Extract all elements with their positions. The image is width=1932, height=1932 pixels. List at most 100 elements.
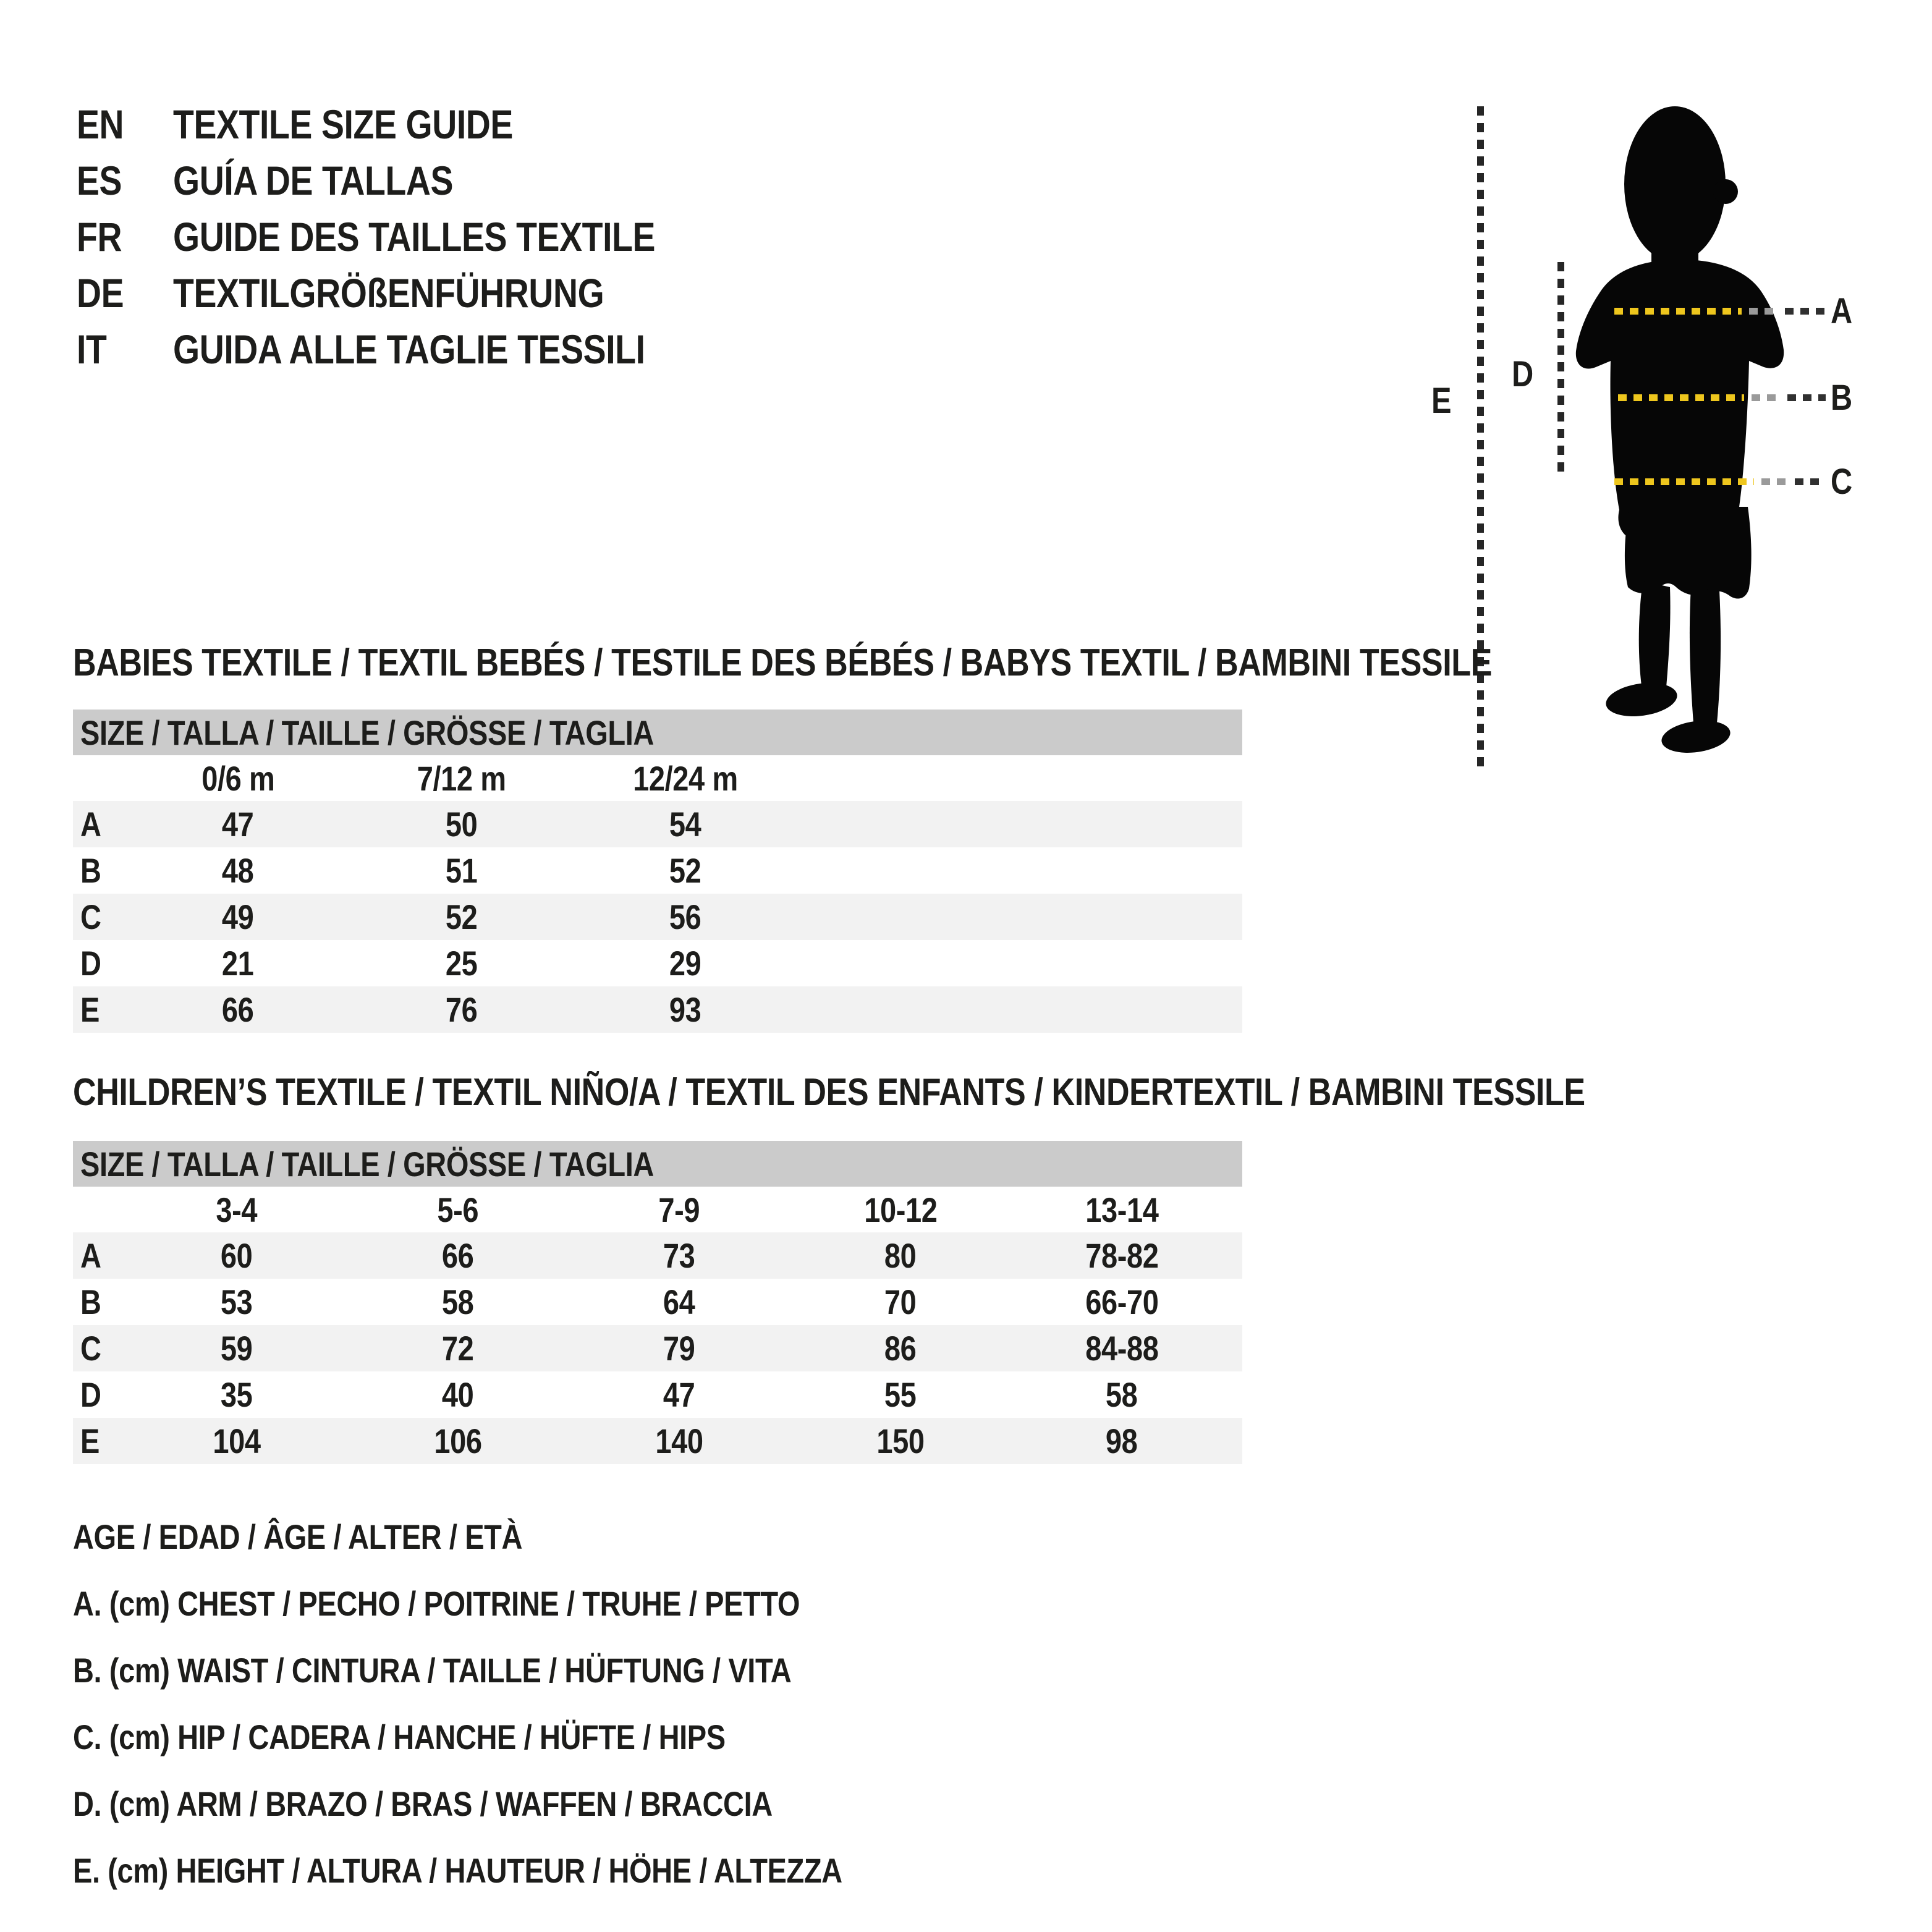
size-value-text: 66 — [442, 1236, 474, 1275]
table-row: C 49 52 56 — [73, 894, 1242, 940]
row-label: B — [80, 1282, 126, 1322]
size-value-text: 72 — [442, 1329, 474, 1368]
row-label: E — [80, 989, 126, 1030]
language-code: IT — [77, 326, 173, 373]
column-header: 0/6 m — [126, 758, 350, 799]
size-value-text: 54 — [669, 805, 701, 844]
row-label: A — [80, 804, 126, 844]
size-value: 58 — [347, 1282, 569, 1322]
size-value-text: 47 — [222, 805, 254, 844]
hip-dash-fade — [1761, 478, 1787, 485]
size-value-text: 150 — [876, 1421, 925, 1460]
size-value: 64 — [569, 1282, 790, 1322]
size-value-text: 25 — [446, 944, 478, 983]
babies-size-header-bar: SIZE / TALLA / TAILLE / GRÖSSE / TAGLIA — [73, 710, 1242, 755]
hip-dash-dark — [1795, 478, 1826, 485]
table-row: D 21 25 29 — [73, 940, 1242, 986]
size-value: 60 — [126, 1235, 347, 1276]
column-header: 5-6 — [347, 1190, 569, 1230]
silhouette-shorts — [1624, 507, 1752, 599]
column-header-text: 0/6 m — [201, 758, 275, 798]
size-value-text: 52 — [669, 851, 701, 890]
size-value: 93 — [574, 989, 797, 1030]
babies-table-body: 0/6 m 7/12 m 12/24 m A 47 50 54 B 48 51 52 C 49 52 56 D… — [73, 755, 1242, 1033]
language-title-text: TEXTILGRÖßENFÜHRUNG — [173, 269, 604, 316]
language-row: DE TEXTILGRÖßENFÜHRUNG — [77, 265, 747, 321]
column-header-text: 13-14 — [1085, 1190, 1159, 1229]
language-title: TEXTILE SIZE GUIDE — [173, 101, 578, 148]
language-code: DE — [77, 269, 173, 316]
size-value: 21 — [126, 943, 350, 983]
size-value: 49 — [126, 897, 350, 937]
column-header: 7/12 m — [350, 758, 574, 799]
row-label-text: C — [80, 1329, 101, 1368]
legend-line-text: E. (cm) HEIGHT / ALTURA / HAUTEUR / HÖHE… — [73, 1850, 842, 1890]
language-row: ES GUÍA DE TALLAS — [77, 152, 747, 208]
language-title: GUIDE DES TAILLES TEXTILE — [173, 213, 747, 260]
language-code-text: EN — [77, 101, 124, 147]
size-value-text: 86 — [884, 1329, 917, 1368]
size-value-text: 106 — [434, 1421, 482, 1460]
size-value: 66 — [347, 1235, 569, 1276]
column-header-row: 0/6 m 7/12 m 12/24 m — [73, 755, 1242, 801]
size-value: 86 — [790, 1328, 1011, 1368]
size-value: 52 — [574, 850, 797, 891]
silhouette-head — [1624, 106, 1726, 262]
legend-line-text: AGE / EDAD / ÂGE / ALTER / ETÀ — [73, 1517, 523, 1556]
size-value: 40 — [347, 1375, 569, 1415]
size-value-text: 70 — [884, 1282, 917, 1321]
table-row: D 35 40 47 55 58 — [73, 1371, 1242, 1418]
size-value: 66-70 — [1011, 1282, 1232, 1322]
size-value: 25 — [350, 943, 574, 983]
size-value: 73 — [569, 1235, 790, 1276]
row-label-text: C — [80, 897, 101, 936]
size-value: 76 — [350, 989, 574, 1030]
size-value: 150 — [790, 1421, 1011, 1461]
language-row: IT GUIDA ALLE TAGLIE TESSILI — [77, 321, 747, 377]
language-title-text: GUÍA DE TALLAS — [173, 157, 454, 203]
size-value-text: 78-82 — [1085, 1236, 1159, 1275]
measurement-legend: AGE / EDAD / ÂGE / ALTER / ETÀ A. (cm) CH… — [73, 1503, 989, 1904]
size-value: 29 — [574, 943, 797, 983]
size-value: 54 — [574, 804, 797, 844]
row-label: B — [80, 850, 126, 891]
children-size-table: SIZE / TALLA / TAILLE / GRÖSSE / TAGLIA … — [73, 1141, 1242, 1464]
column-header-text: 12/24 m — [633, 758, 738, 798]
language-row: FR GUIDE DES TAILLES TEXTILE — [77, 208, 747, 265]
size-value: 79 — [569, 1328, 790, 1368]
size-value: 52 — [350, 897, 574, 937]
table-row: E 104 106 140 150 98 — [73, 1418, 1242, 1464]
chest-label: A — [1831, 290, 1852, 331]
column-header-text: 7-9 — [658, 1190, 700, 1229]
size-value-text: 29 — [669, 944, 701, 983]
size-value: 80 — [790, 1235, 1011, 1276]
row-label: E — [80, 1421, 126, 1461]
legend-line-text: D. (cm) ARM / BRAZO / BRAS / WAFFEN / BR… — [73, 1784, 773, 1823]
row-label-text: A — [80, 805, 101, 844]
language-code: FR — [77, 213, 173, 260]
size-value-text: 53 — [221, 1282, 253, 1321]
height-measure-dotted-line — [1477, 106, 1484, 769]
language-code-text: IT — [77, 326, 107, 372]
size-value-text: 50 — [446, 805, 478, 844]
table-row: E 66 76 93 — [73, 986, 1242, 1033]
size-value: 104 — [126, 1421, 347, 1461]
size-value-text: 76 — [446, 990, 478, 1029]
hip-label: C — [1831, 461, 1852, 502]
hip-dash-yellow — [1614, 478, 1754, 485]
table-row: A 47 50 54 — [73, 801, 1242, 847]
language-title-text: TEXTILE SIZE GUIDE — [173, 101, 513, 147]
language-code: EN — [77, 101, 173, 148]
column-header: 3-4 — [126, 1190, 347, 1230]
row-label-text: D — [80, 944, 101, 983]
size-value-text: 84-88 — [1085, 1329, 1159, 1368]
size-value: 66 — [126, 989, 350, 1030]
size-value-text: 80 — [884, 1236, 917, 1275]
size-value-text: 56 — [669, 897, 701, 936]
size-value: 140 — [569, 1421, 790, 1461]
size-value: 51 — [350, 850, 574, 891]
babies-size-table: SIZE / TALLA / TAILLE / GRÖSSE / TAGLIA … — [73, 710, 1242, 1033]
size-value: 84-88 — [1011, 1328, 1232, 1368]
size-value-text: 55 — [884, 1375, 917, 1414]
